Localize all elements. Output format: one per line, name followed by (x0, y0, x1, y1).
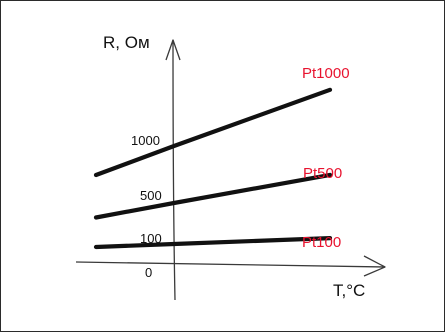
series-label-pt500: Pt500 (303, 165, 342, 182)
x-axis-label: T,°C (333, 281, 365, 300)
series-lines (96, 90, 330, 247)
series-line-pt100 (96, 238, 330, 247)
y-axis-line (173, 40, 175, 300)
x-axis-line (76, 262, 385, 267)
x-axis-arrowhead (364, 256, 385, 276)
y-axis-label: R, Ом (103, 33, 150, 52)
series-label-pt100: Pt100 (302, 234, 341, 251)
origin-label: 0 (145, 265, 152, 280)
series-label-pt1000: Pt1000 (302, 65, 350, 82)
series-line-pt500 (96, 175, 330, 218)
y-tick-label: 500 (140, 188, 162, 203)
y-tick-label: 1000 (131, 133, 160, 148)
